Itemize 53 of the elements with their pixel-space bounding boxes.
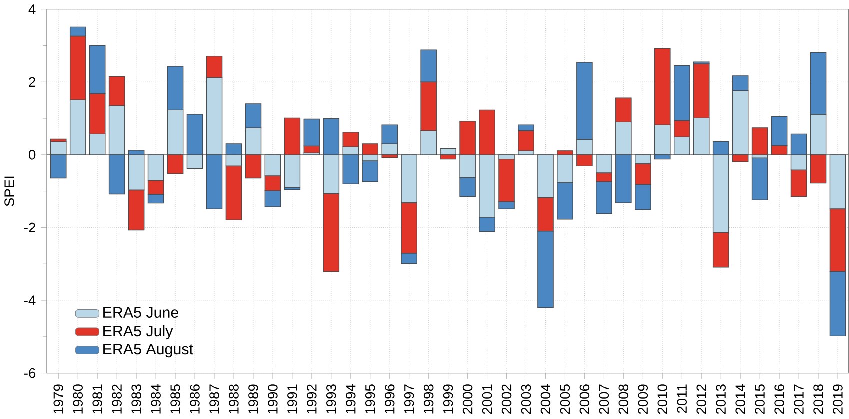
- x-tick-label: 2004: [540, 384, 551, 414]
- x-tick-label: 2015: [755, 384, 765, 414]
- x-tick-label: 1996: [384, 384, 395, 414]
- y-tick-label: 2: [29, 77, 36, 87]
- x-tick-label: 2005: [560, 384, 570, 414]
- x-tick-label: 1980: [73, 384, 83, 414]
- x-tick-label: 1999: [443, 384, 454, 414]
- x-tick-label: 1995: [365, 384, 376, 414]
- y-axis-title: SPEI: [4, 176, 14, 206]
- x-tick-label: 2007: [599, 384, 610, 414]
- x-tick-label: 1987: [210, 384, 220, 414]
- x-tick-label: 1983: [132, 384, 142, 414]
- x-tick-label: 1997: [404, 384, 414, 414]
- x-tick-label: 1981: [92, 384, 102, 414]
- legend-label: ERA5 June: [104, 307, 178, 318]
- legend-label: ERA5 August: [104, 344, 194, 358]
- x-tick-label: 2017: [794, 384, 804, 414]
- y-tick-label: 4: [28, 4, 36, 14]
- x-tick-label: 1998: [424, 384, 434, 414]
- x-tick-label: 2012: [696, 384, 706, 414]
- legend-label: ERA5 July: [104, 325, 174, 340]
- x-tick-label: 1993: [326, 384, 336, 414]
- bar: [752, 127, 768, 156]
- x-tick-label: 1988: [229, 384, 239, 414]
- x-tick-label: 2014: [736, 384, 746, 414]
- x-tick-label: 1989: [248, 384, 258, 414]
- x-tick-label: 2002: [502, 384, 512, 414]
- x-tick-label: 1982: [112, 384, 122, 414]
- x-tick-label: 2009: [638, 384, 648, 414]
- x-tick-label: 1994: [346, 384, 356, 414]
- x-tick-label: 2000: [462, 384, 473, 414]
- x-tick-label: 2016: [774, 384, 784, 414]
- x-tick-label: 2013: [716, 384, 726, 414]
- x-tick-label: 2008: [618, 384, 629, 414]
- x-tick-label: 1979: [54, 384, 64, 414]
- x-tick-label: 2001: [482, 384, 492, 414]
- x-tick-label: 1991: [288, 384, 298, 414]
- y-tick-label: 0: [29, 150, 36, 160]
- x-tick-label: 2011: [677, 384, 688, 413]
- x-tick-label: 1986: [190, 384, 200, 414]
- x-tick-label: 1992: [307, 384, 317, 414]
- x-tick-label: 2018: [814, 384, 824, 414]
- y-tick-label: -6: [24, 368, 36, 378]
- y-tick-label: -4: [24, 296, 36, 306]
- y-tick-label: -2: [24, 222, 36, 232]
- x-tick-label: 1984: [151, 384, 161, 414]
- x-tick-label: 1985: [170, 384, 180, 414]
- x-tick-label: 2003: [521, 384, 532, 414]
- x-tick-label: 2019: [833, 384, 843, 414]
- bar: [752, 158, 768, 200]
- x-tick-label: 2006: [580, 384, 590, 414]
- x-tick-label: 1990: [268, 384, 278, 414]
- x-tick-label: 2010: [658, 384, 668, 414]
